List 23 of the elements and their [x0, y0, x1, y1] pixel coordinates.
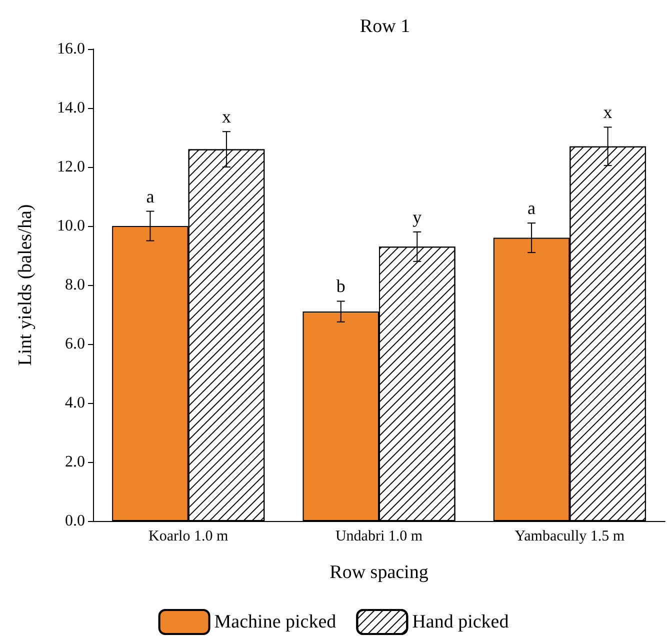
y-tick-label: 12.0	[57, 158, 85, 176]
x-axis-title: Row spacing	[330, 562, 429, 583]
y-tick-label: 16.0	[57, 40, 85, 58]
data-label: x	[222, 106, 231, 127]
data-label: x	[603, 102, 612, 122]
chart-title: Row 1	[360, 16, 410, 37]
y-tick-label: 4.0	[65, 394, 85, 412]
y-tick-label: 8.0	[65, 276, 85, 294]
x-tick-label: Yambacully 1.5 m	[514, 528, 625, 544]
x-tick-label: Koarlo 1.0 m	[148, 528, 228, 544]
data-label: b	[336, 276, 346, 296]
data-label: y	[412, 206, 422, 227]
y-tick-label: 0.0	[65, 512, 85, 530]
y-tick-label: 6.0	[65, 336, 85, 352]
legend-label: Machine picked	[214, 612, 337, 632]
data-label: a	[146, 186, 154, 206]
y-tick-label: 14.0	[57, 100, 85, 116]
data-label: a	[528, 198, 536, 218]
y-tick-label: 2.0	[65, 454, 85, 470]
x-tick-label: Undabri 1.0 m	[335, 528, 423, 544]
y-tick-label: 10.0	[57, 218, 85, 234]
y-axis-title: Lint yields (bales/ha)	[15, 204, 36, 366]
legend-label: Hand picked	[412, 612, 510, 632]
